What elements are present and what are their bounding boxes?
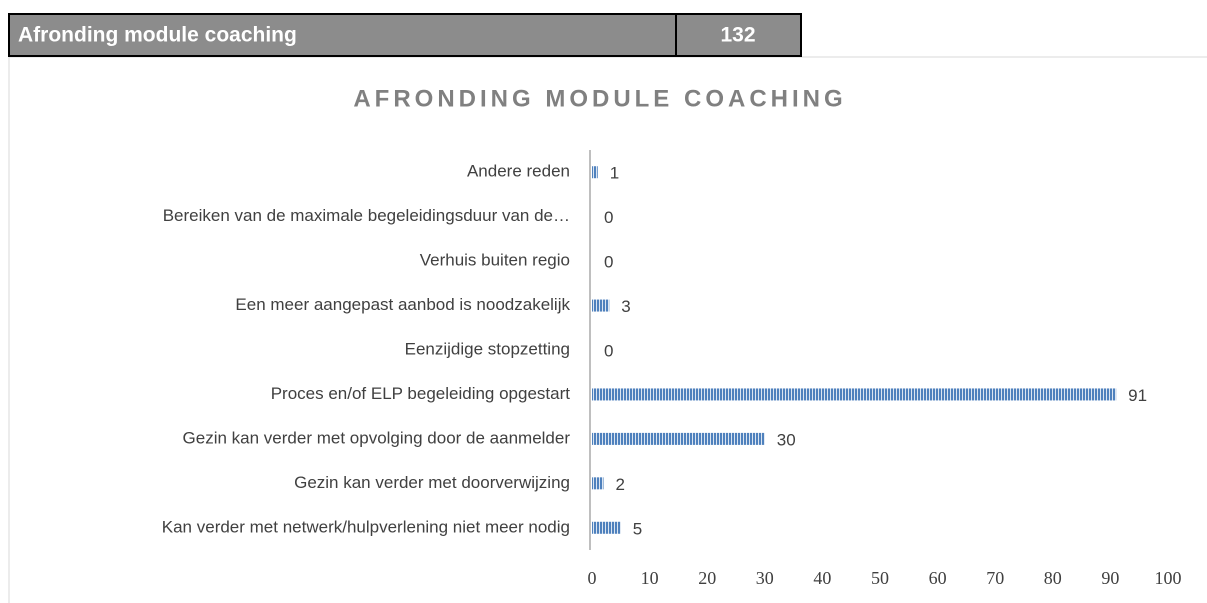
header-title: Afronding module coaching [18,24,297,47]
data-label: 0 [604,341,613,360]
y-tick-label: Eenzijdige stopzetting [405,339,570,358]
data-label: 2 [616,475,625,494]
y-tick-label: Gezin kan verder met opvolging door de a… [183,428,571,447]
y-tick-label: Proces en/of ELP begeleiding opgestart [271,384,571,403]
x-tick-label: 0 [588,568,597,588]
data-label: 30 [777,430,796,449]
data-label: 5 [633,519,642,538]
y-tick-label: Andere reden [467,162,570,181]
x-tick-label: 80 [1044,568,1062,588]
x-tick-label: 40 [813,568,831,588]
y-tick-label: Verhuis buiten regio [420,251,570,270]
y-tick-label: Bereiken van de maximale begeleidingsduu… [163,206,570,225]
data-label: 3 [621,297,630,316]
y-tick-label: Een meer aangepast aanbod is noodzakelij… [235,295,570,314]
x-tick-label: 60 [929,568,947,588]
x-tick-label: 100 [1155,568,1182,588]
x-tick-label: 10 [641,568,659,588]
x-tick-label: 70 [986,568,1004,588]
bar [592,521,621,534]
data-label: 91 [1128,386,1147,405]
data-label: 0 [604,253,613,272]
data-label: 0 [604,208,613,227]
bar [592,166,598,179]
x-tick-label: 20 [698,568,716,588]
bar [592,388,1117,401]
data-label: 1 [610,164,619,183]
y-tick-label: Gezin kan verder met doorverwijzing [294,473,570,492]
bar [592,477,604,490]
bar [592,299,610,312]
x-tick-label: 50 [871,568,889,588]
bar [592,432,765,445]
x-tick-label: 90 [1101,568,1119,588]
x-tick-label: 30 [756,568,774,588]
header-value: 132 [720,24,755,47]
header-cell [675,13,802,57]
y-tick-label: Kan verder met netwerk/hulpverlening nie… [162,517,570,536]
chart-title: AFRONDING MODULE COACHING [353,85,846,112]
